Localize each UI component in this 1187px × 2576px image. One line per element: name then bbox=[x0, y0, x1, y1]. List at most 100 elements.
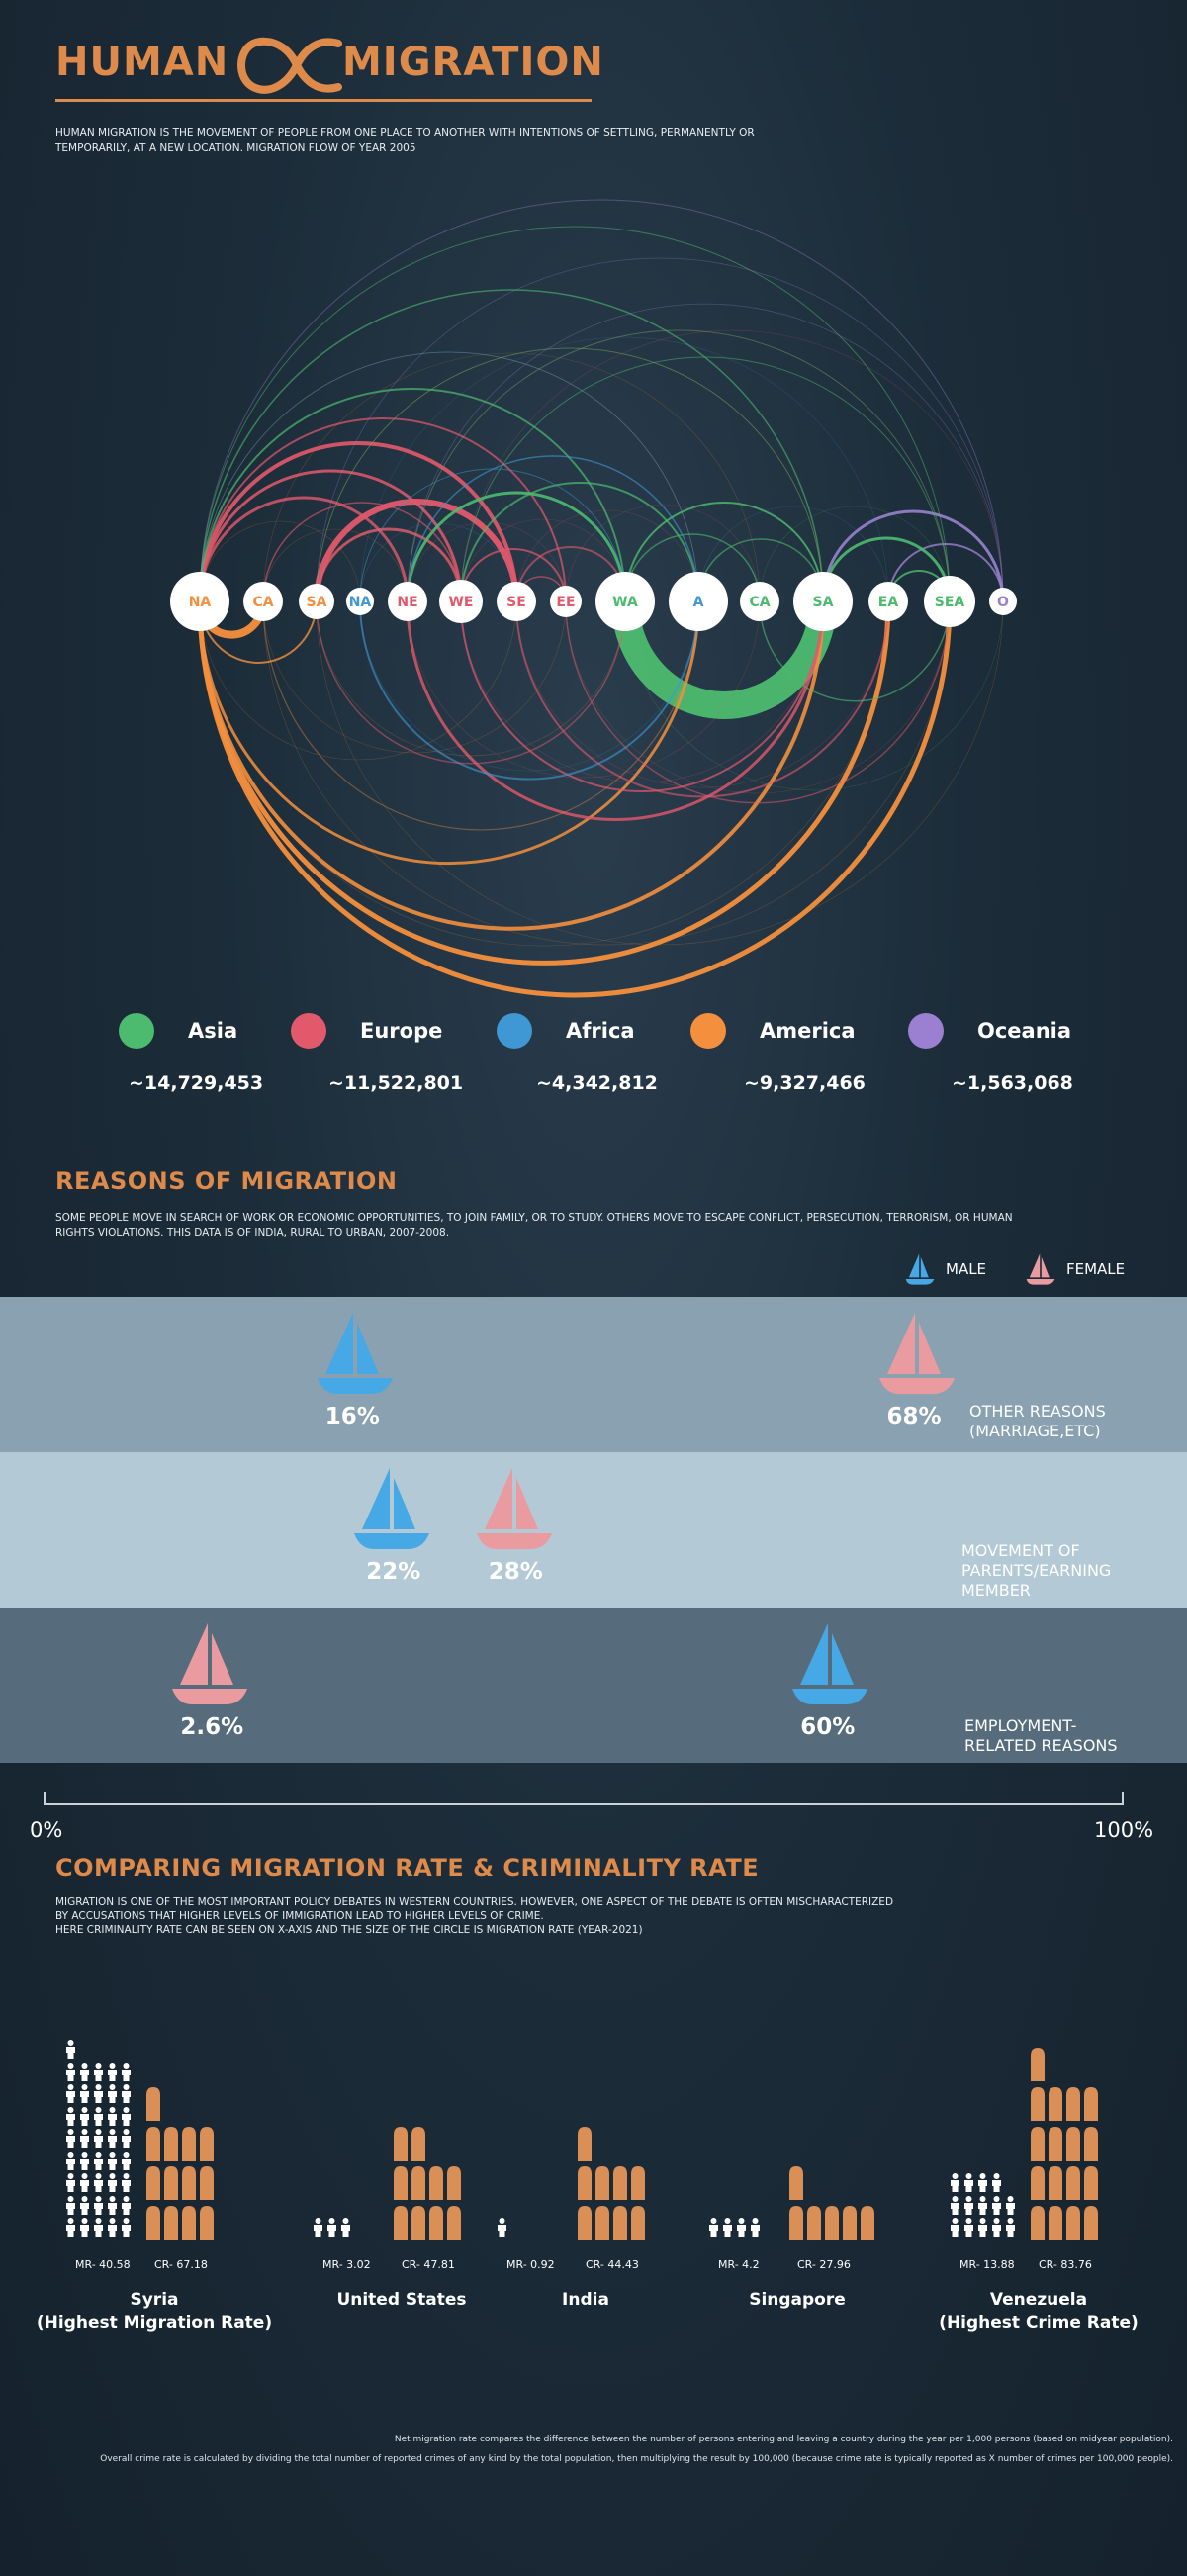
title-underline bbox=[55, 99, 592, 102]
male-boat-icon bbox=[790, 1619, 869, 1708]
region-node-label: EA bbox=[878, 595, 899, 610]
migration-arc bbox=[515, 600, 889, 798]
migration-arc-faint bbox=[460, 518, 626, 602]
region-node-label: SA bbox=[307, 595, 327, 610]
migration-arc bbox=[262, 600, 699, 831]
legend-america-total: ~9,327,466 bbox=[744, 1072, 866, 1094]
person-icon bbox=[992, 2173, 1001, 2192]
region-node-label: CA bbox=[252, 595, 273, 610]
crime-bar-icon bbox=[411, 2127, 425, 2161]
legend-asia-total: ~14,729,453 bbox=[129, 1072, 264, 1094]
person-icon bbox=[122, 2106, 131, 2126]
person-icon bbox=[978, 2173, 987, 2192]
migration-arc-faint bbox=[460, 329, 1004, 602]
person-icon bbox=[80, 2062, 89, 2081]
crime-bar-icon bbox=[578, 2206, 592, 2240]
region-node-label: EE bbox=[556, 595, 575, 610]
migration-arc-faint bbox=[515, 509, 699, 602]
male-label: MALE bbox=[946, 1260, 987, 1278]
male-percentage: 60% bbox=[800, 1714, 856, 1740]
migration-arc bbox=[199, 289, 824, 602]
female-legend: FEMALE bbox=[1023, 1251, 1125, 1287]
migration-arc-faint bbox=[316, 347, 824, 602]
person-icon bbox=[80, 2106, 89, 2126]
migration-rate-label: MR- 4.2 bbox=[718, 2258, 760, 2271]
crime-bar-icon bbox=[1084, 2166, 1098, 2200]
crime-bar-icon bbox=[595, 2166, 609, 2200]
country-name: Singapore bbox=[749, 2290, 846, 2310]
region-node-circle bbox=[989, 588, 1017, 615]
person-icon bbox=[66, 2151, 75, 2170]
migration-arc-faint bbox=[697, 506, 889, 602]
migration-arc bbox=[198, 496, 410, 602]
person-icon bbox=[122, 2218, 131, 2237]
person-icon bbox=[94, 2129, 103, 2148]
crime-bar-icon bbox=[200, 2127, 214, 2161]
crime-bar-icon bbox=[843, 2206, 857, 2240]
crime-bar-icon bbox=[411, 2206, 425, 2240]
legend-europe-total: ~11,522,801 bbox=[328, 1072, 464, 1094]
band3-label: EMPLOYMENT- RELATED REASONS bbox=[964, 1716, 1118, 1756]
reasons-desc: Some people move in search of work or ec… bbox=[55, 1212, 1013, 1239]
migration-arc-faint bbox=[460, 600, 824, 783]
region-node-circle bbox=[346, 588, 374, 615]
crime-bar-icon bbox=[789, 2206, 803, 2240]
region-node-label: SEA bbox=[935, 595, 965, 610]
footnote-crime-rate: Overall crime rate is calculated by divi… bbox=[100, 2454, 1173, 2464]
crime-bar-icon bbox=[1049, 2087, 1062, 2121]
male-boat-icon bbox=[316, 1309, 395, 1398]
country-name: United States bbox=[336, 2290, 467, 2310]
band-movement-of-parents: MOVEMENT OF PARENTS/EARNING MEMBER bbox=[0, 1452, 1187, 1608]
crime-bar-icon bbox=[1049, 2206, 1062, 2240]
region-node-label: O bbox=[997, 595, 1009, 610]
migration-arc-faint bbox=[565, 504, 761, 602]
band2-label: MOVEMENT OF PARENTS/EARNING MEMBER bbox=[961, 1541, 1111, 1601]
crime-bar-icon bbox=[1049, 2166, 1062, 2200]
person-icon bbox=[992, 2218, 1001, 2237]
region-node-label: WE bbox=[448, 595, 473, 610]
person-icon bbox=[751, 2218, 760, 2237]
crime-desc-2: by accusations that higher levels of imm… bbox=[55, 1910, 544, 1922]
crime-title: COMPARING MIGRATION RATE & CRIMINALITY R… bbox=[55, 1854, 760, 1882]
america-dot-icon bbox=[690, 1013, 726, 1049]
migration-arc-faint bbox=[407, 329, 951, 602]
crime-bar-icon bbox=[807, 2206, 821, 2240]
crime-rate-label: CR- 27.96 bbox=[797, 2258, 851, 2271]
legend-oceania-total: ~1,563,068 bbox=[952, 1072, 1073, 1094]
migration-arc bbox=[624, 502, 824, 602]
legend-asia-label: Asia bbox=[188, 1019, 238, 1043]
migration-arc bbox=[759, 600, 951, 702]
crime-bar-icon bbox=[146, 2206, 160, 2240]
migration-rate-label: MR- 40.58 bbox=[75, 2258, 131, 2271]
migration-arc-faint bbox=[262, 528, 409, 602]
crime-bar-icon bbox=[825, 2206, 839, 2240]
person-icon bbox=[66, 2040, 75, 2059]
male-legend: MALE bbox=[902, 1251, 986, 1287]
migration-arc bbox=[198, 441, 518, 602]
person-icon bbox=[66, 2129, 75, 2148]
person-icon bbox=[341, 2218, 350, 2237]
region-node-circle bbox=[439, 580, 483, 623]
migration-arc bbox=[460, 482, 699, 602]
person-icon bbox=[108, 2218, 117, 2237]
migration-arc-faint bbox=[822, 510, 1004, 602]
crime-bar-icon bbox=[429, 2166, 443, 2200]
band-employment: EMPLOYMENT- RELATED REASONS bbox=[0, 1608, 1187, 1763]
region-node-label: NE bbox=[397, 595, 417, 610]
female-percentage: 2.6% bbox=[180, 1714, 244, 1740]
migration-arc bbox=[565, 600, 951, 804]
crime-bar-icon bbox=[1066, 2127, 1080, 2161]
person-icon bbox=[737, 2218, 746, 2237]
migration-arc bbox=[199, 417, 567, 602]
crime-bar-icon bbox=[1084, 2087, 1098, 2121]
region-node-label: SE bbox=[506, 595, 526, 610]
title-human: HUMAN bbox=[55, 40, 229, 85]
migration-arc bbox=[262, 502, 462, 602]
band3-label-line1: EMPLOYMENT- bbox=[964, 1716, 1077, 1735]
region-node-circle bbox=[243, 582, 283, 621]
arc-layer bbox=[196, 199, 1005, 998]
person-icon bbox=[122, 2173, 131, 2192]
country-name: Venezuela (Highest Crime Rate) bbox=[939, 2290, 1139, 2333]
person-icon bbox=[1006, 2195, 1015, 2215]
person-icon bbox=[951, 2218, 959, 2237]
